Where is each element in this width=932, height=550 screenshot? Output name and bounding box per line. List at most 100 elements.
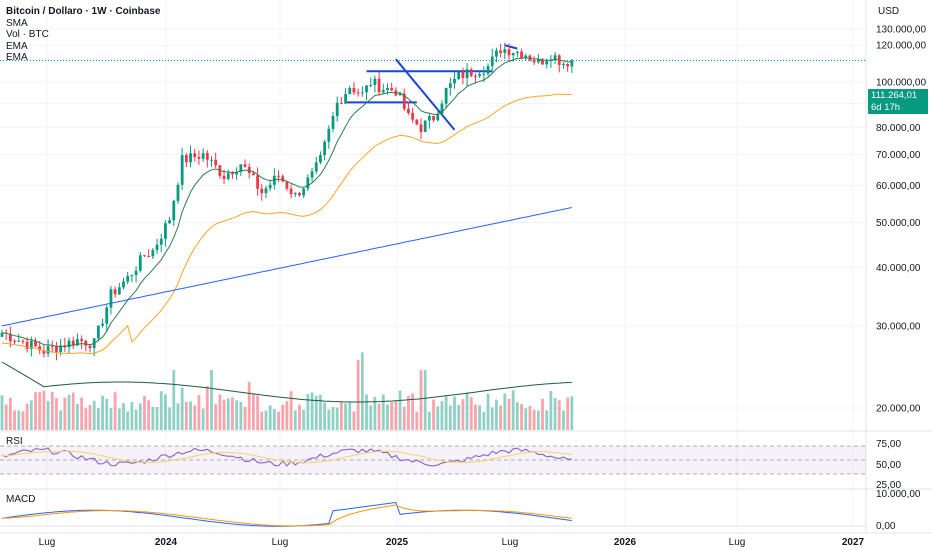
- candle-body-25: [105, 307, 109, 324]
- volume-bar-55: [231, 397, 234, 430]
- rsi-tick-2: 25,00: [876, 480, 901, 491]
- candle-body-85: [356, 92, 360, 94]
- volume-bar-99: [415, 411, 419, 430]
- time-tick-6: Lug: [729, 537, 746, 548]
- macd-tick-1: 0,00: [876, 521, 896, 532]
- volume-bar-35: [147, 400, 151, 430]
- volume-bar-67: [281, 404, 285, 430]
- price-tick-1: 120.000,00: [876, 41, 926, 52]
- volume-bar-118: [495, 399, 498, 430]
- volume-bar-18: [76, 403, 79, 430]
- candle-body-34: [143, 255, 146, 257]
- legend-sma[interactable]: SMA: [6, 17, 28, 29]
- candle-body-122: [511, 53, 515, 56]
- volume-bar-130: [545, 410, 549, 430]
- candle-body-106: [444, 87, 448, 104]
- price-tick-5: 70.000,00: [876, 150, 921, 161]
- volume-bar-94: [394, 400, 398, 430]
- price-tick-10: 20.000,00: [876, 404, 921, 415]
- candle-body-77: [323, 141, 327, 156]
- volume-bar-17: [71, 392, 75, 430]
- time-tick-3: 2025: [386, 537, 409, 548]
- volume-bar-133: [557, 400, 561, 430]
- candle-body-127: [532, 60, 536, 63]
- legend-ema-2[interactable]: EMA: [6, 52, 28, 64]
- candle-body-45: [189, 153, 192, 163]
- candle-body-12: [50, 346, 54, 348]
- candle-body-7: [29, 340, 33, 349]
- candle-body-65: [272, 175, 276, 185]
- volume-bar-76: [319, 394, 322, 430]
- volume-bar-15: [63, 397, 67, 430]
- candle-body-125: [524, 55, 528, 59]
- volume-bar-97: [407, 396, 410, 430]
- candle-body-4: [17, 340, 21, 342]
- volume-bar-72: [302, 409, 306, 430]
- candle-body-8: [34, 340, 37, 347]
- volume-bar-37: [155, 406, 159, 430]
- candle-body-76: [319, 155, 322, 163]
- candle-body-63: [264, 188, 268, 194]
- candle-body-86: [360, 92, 364, 94]
- candle-body-58: [243, 164, 247, 167]
- time-tick-0: Lug: [39, 537, 56, 548]
- volume-bar-56: [235, 400, 239, 430]
- volume-bar-60: [252, 393, 255, 430]
- time-tick-4: Lug: [502, 537, 519, 548]
- volume-bar-98: [411, 393, 415, 430]
- volume-bars: [0, 352, 574, 430]
- volume-bar-75: [314, 395, 318, 430]
- candle-body-81: [339, 102, 343, 104]
- candlesticks: [0, 42, 574, 361]
- candle-body-35: [147, 256, 151, 258]
- volume-bar-59: [247, 382, 251, 430]
- volume-bar-106: [444, 396, 448, 430]
- volume-bar-91: [381, 394, 385, 430]
- candle-body-82: [344, 94, 347, 104]
- candle-body-73: [306, 177, 310, 189]
- candle-body-27: [113, 289, 117, 295]
- candle-body-129: [541, 59, 544, 65]
- volume-bar-61: [256, 395, 259, 430]
- volume-bar-93: [390, 402, 394, 430]
- candle-body-74: [310, 171, 314, 178]
- volume-bar-7: [29, 400, 33, 430]
- candle-body-117: [490, 56, 494, 67]
- candle-body-13: [55, 346, 58, 353]
- price-tick-8: 40.000,00: [876, 263, 921, 274]
- volume-bar-42: [176, 403, 180, 430]
- volume-bar-71: [298, 404, 301, 430]
- legend-volume[interactable]: Vol · BTC: [6, 29, 49, 41]
- volume-sma-line: [1, 361, 572, 403]
- candle-body-62: [260, 188, 264, 194]
- candle-body-136: [570, 60, 574, 67]
- volume-bar-68: [285, 401, 289, 430]
- candle-body-134: [562, 64, 565, 66]
- grid-lines: [0, 0, 932, 534]
- volume-bar-30: [126, 411, 130, 430]
- volume-bar-64: [268, 405, 272, 430]
- candle-body-116: [486, 66, 490, 74]
- macd-label: MACD: [6, 494, 36, 505]
- volume-bar-22: [92, 400, 96, 430]
- ema-slow-line: [1, 93, 572, 355]
- symbol-title[interactable]: Bitcoin / Dollaro · 1W · Coinbase: [6, 6, 161, 17]
- volume-bar-39: [164, 394, 167, 430]
- currency-label: USD: [878, 6, 899, 17]
- candle-body-98: [411, 112, 415, 120]
- legend-ema-1[interactable]: EMA: [6, 40, 28, 52]
- candle-body-37: [155, 244, 159, 251]
- volume-bar-16: [67, 394, 71, 430]
- candle-body-128: [536, 59, 540, 63]
- candle-body-67: [281, 176, 285, 182]
- volume-bar-117: [490, 407, 494, 430]
- volume-bar-134: [562, 410, 565, 430]
- volume-bar-66: [277, 411, 280, 430]
- rsi-pane: [0, 445, 866, 475]
- chart-legend: Bitcoin / Dollaro · 1W · Coinbase SMA Vo…: [6, 6, 160, 64]
- macd-line: [1, 501, 572, 527]
- volume-bar-87: [365, 394, 368, 430]
- volume-bar-125: [524, 408, 528, 430]
- volume-bar-10: [42, 390, 46, 430]
